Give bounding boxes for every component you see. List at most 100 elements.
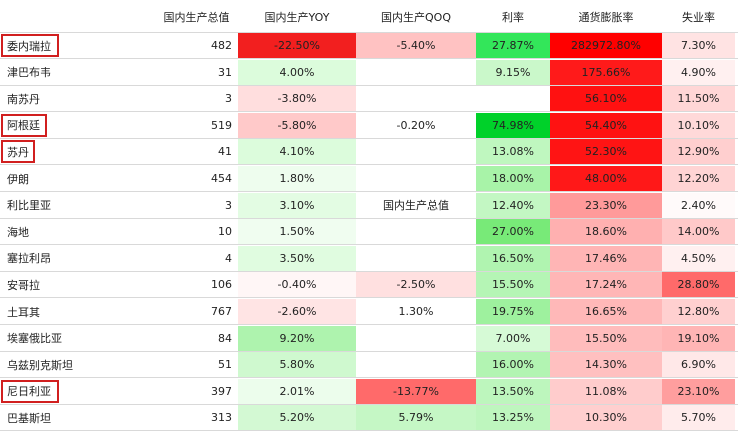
gdp-qoq-cell: 国内生产总值 xyxy=(356,192,476,218)
header-unemployment[interactable]: 失业率 xyxy=(682,11,715,24)
table-row[interactable]: 津巴布韦 31 4.00% 9.15% 175.66% 4.90% xyxy=(0,59,738,86)
gdp-qoq-cell xyxy=(356,245,476,271)
header-divider xyxy=(0,32,738,33)
inflation-cell: 17.24% xyxy=(550,272,662,298)
table-row[interactable]: 乌兹别克斯坦 51 5.80% 16.00% 14.30% 6.90% xyxy=(0,352,738,379)
gdp-qoq-cell xyxy=(356,166,476,191)
gdp-qoq-cell: 1.30% xyxy=(356,299,476,324)
interest-rate-cell: 13.50% xyxy=(476,378,550,404)
gdp-qoq-cell xyxy=(356,219,476,245)
inflation-cell: 48.00% xyxy=(550,166,662,191)
gdp-qoq-cell: -0.20% xyxy=(356,112,476,138)
unemployment-cell: 12.20% xyxy=(662,166,735,191)
gdp-cell: 10 xyxy=(218,225,232,239)
gdp-cell: 767 xyxy=(211,305,232,318)
table-row[interactable]: 海地 10 1.50% 27.00% 18.60% 14.00% xyxy=(0,219,738,246)
unemployment-cell: 10.10% xyxy=(662,112,735,138)
header-gdp-qoq[interactable]: 国内生产QOQ xyxy=(381,11,451,24)
gdp-yoy-cell: -5.80% xyxy=(238,112,356,138)
gdp-cell: 51 xyxy=(218,358,232,372)
interest-rate-cell: 19.75% xyxy=(476,299,550,324)
gdp-yoy-cell: 3.10% xyxy=(238,192,356,218)
gdp-qoq-cell xyxy=(356,59,476,85)
gdp-yoy-cell: 5.80% xyxy=(238,352,356,378)
gdp-cell: 4 xyxy=(225,251,232,265)
gdp-yoy-cell: -22.50% xyxy=(238,33,356,58)
table-row[interactable]: 伊朗 454 1.80% 18.00% 48.00% 12.20% xyxy=(0,166,738,192)
gdp-yoy-cell: 1.80% xyxy=(238,166,356,191)
gdp-yoy-cell: -0.40% xyxy=(238,272,356,298)
header-interest-rate[interactable]: 利率 xyxy=(502,11,524,24)
gdp-qoq-cell: -2.50% xyxy=(356,272,476,298)
table-row[interactable]: 巴基斯坦 313 5.20% 5.79% 13.25% 10.30% 5.70% xyxy=(0,405,738,432)
gdp-qoq-cell: -5.40% xyxy=(356,33,476,58)
unemployment-cell: 14.00% xyxy=(662,219,735,245)
table-row[interactable]: 尼日利亚 397 2.01% -13.77% 13.50% 11.08% 23.10% xyxy=(0,378,738,405)
highlight-box xyxy=(1,113,47,137)
table-row[interactable]: 利比里亚 3 3.10% 国内生产总值 12.40% 23.30% 2.40% xyxy=(0,192,738,219)
header-gdp-yoy[interactable]: 国内生产YOY xyxy=(264,11,330,24)
inflation-cell: 10.30% xyxy=(550,405,662,431)
unemployment-cell: 11.50% xyxy=(662,86,735,112)
unemployment-cell: 23.10% xyxy=(662,378,735,404)
table-row[interactable]: 苏丹 41 4.10% 13.08% 52.30% 12.90% xyxy=(0,139,738,166)
gdp-yoy-cell: -2.60% xyxy=(238,299,356,324)
interest-rate-cell: 27.87% xyxy=(476,33,550,58)
interest-rate-cell: 12.40% xyxy=(476,192,550,218)
table-row[interactable]: 南苏丹 3 -3.80% 56.10% 11.50% xyxy=(0,86,738,113)
inflation-cell: 52.30% xyxy=(550,139,662,165)
inflation-cell: 282972.80% xyxy=(550,33,662,58)
country-name-cell: 尼日利亚 xyxy=(7,385,51,399)
table-row[interactable]: 埃塞俄比亚 84 9.20% 7.00% 15.50% 19.10% xyxy=(0,325,738,352)
gdp-qoq-cell xyxy=(356,352,476,378)
country-name-cell: 安哥拉 xyxy=(7,278,40,292)
inflation-cell: 14.30% xyxy=(550,352,662,378)
country-name-cell: 伊朗 xyxy=(7,172,29,186)
inflation-cell: 23.30% xyxy=(550,192,662,218)
country-name-cell: 南苏丹 xyxy=(7,92,40,106)
inflation-cell: 54.40% xyxy=(550,112,662,138)
country-name-cell: 利比里亚 xyxy=(7,199,51,213)
gdp-cell: 41 xyxy=(218,145,232,159)
gdp-cell: 84 xyxy=(218,331,232,345)
unemployment-cell: 12.90% xyxy=(662,139,735,165)
gdp-cell: 482 xyxy=(211,39,232,52)
highlight-box xyxy=(1,34,59,57)
inflation-cell: 175.66% xyxy=(550,59,662,85)
inflation-cell: 16.65% xyxy=(550,299,662,324)
gdp-cell: 397 xyxy=(211,384,232,398)
country-name-cell: 苏丹 xyxy=(7,145,29,159)
interest-rate-cell: 9.15% xyxy=(476,59,550,85)
interest-rate-cell: 16.50% xyxy=(476,245,550,271)
interest-rate-cell: 7.00% xyxy=(476,325,550,351)
inflation-cell: 17.46% xyxy=(550,245,662,271)
unemployment-cell: 6.90% xyxy=(662,352,735,378)
inflation-cell: 15.50% xyxy=(550,325,662,351)
gdp-qoq-cell xyxy=(356,86,476,112)
unemployment-cell: 12.80% xyxy=(662,299,735,324)
interest-rate-cell: 13.25% xyxy=(476,405,550,431)
interest-rate-cell: 18.00% xyxy=(476,166,550,191)
gdp-cell: 313 xyxy=(211,411,232,425)
table-row[interactable]: 安哥拉 106 -0.40% -2.50% 15.50% 17.24% 28.80% xyxy=(0,272,738,299)
interest-rate-cell: 13.08% xyxy=(476,139,550,165)
unemployment-cell: 2.40% xyxy=(662,192,735,218)
gdp-qoq-cell xyxy=(356,325,476,351)
country-name-cell: 埃塞俄比亚 xyxy=(7,332,62,346)
country-name-cell: 海地 xyxy=(7,225,29,239)
table-row[interactable]: 阿根廷 519 -5.80% -0.20% 74.98% 54.40% 10.10% xyxy=(0,112,738,139)
gdp-yoy-cell: 9.20% xyxy=(238,325,356,351)
gdp-qoq-cell xyxy=(356,139,476,165)
country-name-cell: 阿根廷 xyxy=(7,119,40,133)
header-gdp[interactable]: 国内生产总值 xyxy=(163,11,230,24)
gdp-yoy-cell: 4.10% xyxy=(238,139,356,165)
gdp-yoy-cell: 1.50% xyxy=(238,219,356,245)
table-row[interactable]: 塞拉利昂 4 3.50% 16.50% 17.46% 4.50% xyxy=(0,245,738,272)
table-row[interactable]: 土耳其 767 -2.60% 1.30% 19.75% 16.65% 12.80% xyxy=(0,299,738,325)
unemployment-cell: 4.90% xyxy=(662,59,735,85)
unemployment-cell: 5.70% xyxy=(662,405,735,431)
highlight-box xyxy=(1,379,59,403)
table-row[interactable]: 委内瑞拉 482 -22.50% -5.40% 27.87% 282972.80% 7.30… xyxy=(0,33,738,59)
header-inflation[interactable]: 通货膨胀率 xyxy=(578,11,634,24)
